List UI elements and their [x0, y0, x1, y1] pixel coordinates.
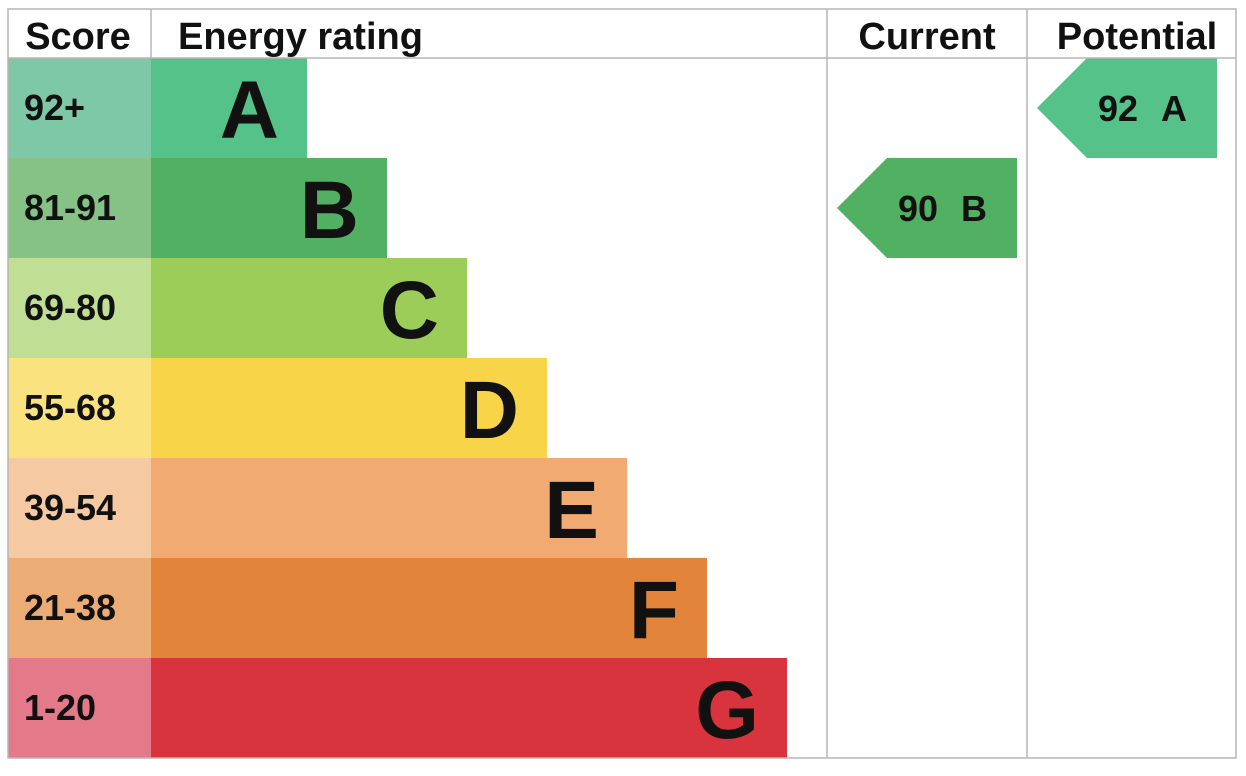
current-rating-arrow: 90 B — [837, 158, 1017, 258]
score-label-g: 1-20 — [24, 687, 96, 728]
current-rating-value: 90 — [898, 188, 938, 229]
score-cell-f — [8, 558, 151, 658]
rating-bar-a — [151, 58, 307, 158]
rating-bands: 92+ A 81-91 B 69-80 C 55-68 D 39-54 E 21-38 F 1-20 G — [8, 58, 787, 758]
score-label-d: 55-68 — [24, 387, 116, 428]
rating-bar-f — [151, 558, 707, 658]
rating-letter-g: G — [695, 665, 759, 756]
score-cell-b — [8, 158, 151, 258]
potential-arrow-shape — [1037, 58, 1217, 158]
table-border — [7, 8, 1237, 759]
score-label-b: 81-91 — [24, 187, 116, 228]
rating-bar-c — [151, 258, 467, 358]
potential-header: Potential — [1057, 16, 1217, 58]
score-cell-a — [8, 58, 151, 158]
score-cell-d — [8, 358, 151, 458]
score-label-c: 69-80 — [24, 287, 116, 328]
score-cell-g — [8, 658, 151, 758]
rating-letter-c: C — [380, 265, 439, 356]
score-label-e: 39-54 — [24, 487, 116, 528]
rating-letter-d: D — [460, 365, 519, 456]
current-rating-letter: B — [961, 188, 987, 229]
table-grid — [7, 8, 1237, 759]
current-header: Current — [858, 16, 996, 58]
rating-letter-a: A — [220, 65, 279, 156]
rating-bar-d — [151, 358, 547, 458]
potential-rating-value: 92 — [1098, 88, 1138, 129]
rating-bar-b — [151, 158, 387, 258]
rating-bar-g — [151, 658, 787, 758]
current-arrow-shape — [837, 158, 1017, 258]
score-cell-c — [8, 258, 151, 358]
score-cell-e — [8, 458, 151, 558]
potential-rating-arrow: 92 A — [1037, 58, 1217, 158]
rating-bar-e — [151, 458, 627, 558]
energy-rating-header: Energy rating — [178, 16, 423, 58]
rating-letter-b: B — [300, 165, 359, 256]
rating-letter-e: E — [544, 465, 599, 556]
score-label-f: 21-38 — [24, 587, 116, 628]
score-header: Score — [25, 16, 131, 58]
score-label-a: 92+ — [24, 87, 85, 128]
rating-letter-f: F — [629, 565, 679, 656]
potential-rating-letter: A — [1161, 88, 1187, 129]
